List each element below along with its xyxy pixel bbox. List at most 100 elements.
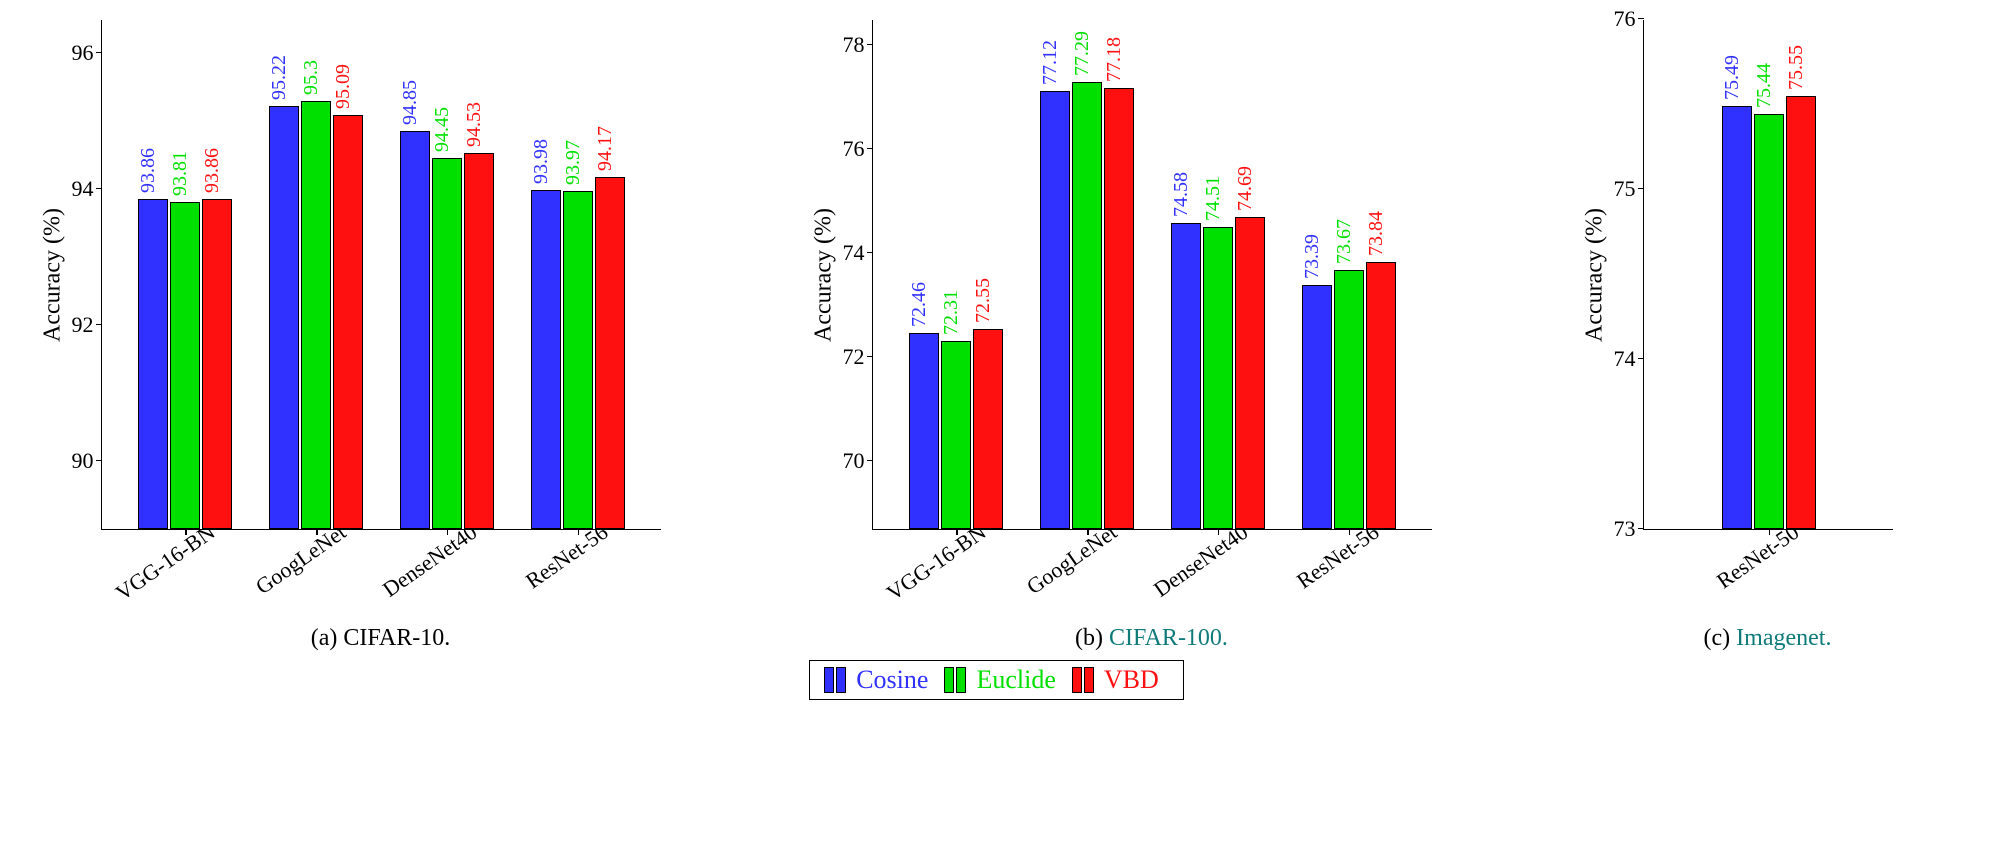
bar-value-label: 94.85 [399, 80, 422, 125]
y-tick-mark [96, 188, 102, 190]
x-tick-label: VGG-16-BN [878, 519, 991, 609]
bar-value-label: 94.45 [431, 107, 454, 152]
legend-swatch [1072, 667, 1082, 693]
y-tick-label: 76 [843, 136, 873, 162]
plot-area: 90929496VGG-16-BN93.8693.8193.86GoogLeNe… [101, 20, 661, 530]
y-tick-mark [867, 460, 873, 462]
bar-value-label: 74.51 [1202, 176, 1225, 221]
y-tick-mark [96, 460, 102, 462]
bar-value-label: 77.29 [1071, 31, 1094, 76]
bar-euclide [170, 202, 200, 529]
y-tick-label: 96 [72, 40, 102, 66]
y-axis-label: Accuracy (%) [810, 208, 837, 342]
legend-swatch [836, 667, 846, 693]
y-tick-label: 94 [72, 176, 102, 202]
bar-value-label: 77.18 [1103, 37, 1126, 82]
bar-euclide [1072, 82, 1102, 529]
bar-vbd [595, 177, 625, 529]
bar-value-label: 75.49 [1721, 55, 1744, 100]
bar-cosine [1171, 223, 1201, 529]
chart-box: Accuracy (%)90929496VGG-16-BN93.8693.819… [101, 20, 661, 530]
bar-cosine [1302, 285, 1332, 529]
legend-swatch-euclide [944, 667, 966, 693]
bar-euclide [432, 158, 462, 529]
legend: CosineEuclideVBD [809, 660, 1184, 700]
bar-cosine [909, 333, 939, 529]
bar-euclide [301, 101, 331, 529]
y-tick-mark [1638, 528, 1644, 530]
y-tick-mark [1638, 358, 1644, 360]
bar-cosine [531, 190, 561, 529]
x-tick-label: ResNet-56 [1270, 519, 1383, 609]
subcaption: (b) CIFAR-100. [1075, 625, 1228, 652]
y-tick-label: 75 [1614, 176, 1644, 202]
bar-euclide [563, 191, 593, 529]
bar-value-label: 93.86 [137, 148, 160, 193]
y-axis-label: Accuracy (%) [39, 208, 66, 342]
bar-value-label: 73.67 [1333, 219, 1356, 264]
bar-vbd [1235, 217, 1265, 529]
bar-value-label: 72.55 [972, 278, 995, 323]
bar-euclide [1203, 227, 1233, 529]
bar-vbd [1786, 96, 1816, 530]
bar-value-label: 94.53 [463, 102, 486, 147]
bar-cosine [1040, 91, 1070, 529]
legend-swatch-cosine [824, 667, 846, 693]
bar-value-label: 94.17 [594, 126, 617, 171]
bar-value-label: 95.22 [268, 55, 291, 100]
chart-box: Accuracy (%)7072747678VGG-16-BN72.4672.3… [872, 20, 1432, 530]
bar-vbd [1366, 262, 1396, 529]
subcaption-text: CIFAR-10. [343, 625, 450, 651]
legend-swatch [824, 667, 834, 693]
bar-cosine [269, 106, 299, 529]
bar-vbd [464, 153, 494, 529]
y-tick-mark [867, 148, 873, 150]
panel-cifar10: Accuracy (%)90929496VGG-16-BN93.8693.819… [101, 20, 661, 652]
subcaption: (a) CIFAR-10. [311, 625, 451, 652]
bar-euclide [941, 341, 971, 529]
legend-label-vbd: VBD [1104, 665, 1159, 695]
subcaption-prefix: (b) [1075, 625, 1109, 651]
y-tick-label: 92 [72, 312, 102, 338]
subcaption-prefix: (a) [311, 625, 344, 651]
subcaption-text: Imagenet. [1736, 625, 1831, 651]
subcaption-prefix: (c) [1704, 625, 1737, 651]
bar-value-label: 95.09 [332, 64, 355, 109]
bar-euclide [1754, 114, 1784, 529]
bar-value-label: 73.84 [1365, 211, 1388, 256]
x-tick-label: VGG-16-BN [107, 519, 220, 609]
x-tick-label: DenseNet40 [1140, 519, 1253, 609]
y-tick-label: 74 [1614, 346, 1644, 372]
bar-value-label: 72.31 [940, 290, 963, 335]
y-tick-label: 90 [72, 448, 102, 474]
bar-value-label: 72.46 [908, 282, 931, 327]
bar-value-label: 93.86 [201, 148, 224, 193]
plot-area: 7072747678VGG-16-BN72.4672.3172.55GoogLe… [872, 20, 1432, 530]
y-tick-mark [1638, 188, 1644, 190]
bar-value-label: 93.97 [562, 140, 585, 185]
y-axis-label: Accuracy (%) [1581, 208, 1608, 342]
legend-swatch [1084, 667, 1094, 693]
x-tick-label: GoogLeNet [1009, 519, 1122, 609]
bar-value-label: 93.98 [530, 139, 553, 184]
x-tick-label: ResNet-56 [499, 519, 612, 609]
x-tick-label: ResNet-50 [1690, 519, 1803, 609]
y-tick-label: 74 [843, 240, 873, 266]
bar-vbd [202, 199, 232, 529]
plot-area: 73747576ResNet-5075.4975.4475.55 [1643, 20, 1893, 530]
y-tick-label: 73 [1614, 516, 1644, 542]
subcaption: (c) Imagenet. [1704, 625, 1832, 652]
subcaption-text: CIFAR-100. [1109, 625, 1228, 651]
y-tick-mark [867, 44, 873, 46]
y-tick-mark [867, 252, 873, 254]
bar-value-label: 74.69 [1234, 166, 1257, 211]
bar-value-label: 75.44 [1753, 63, 1776, 108]
bar-value-label: 75.55 [1785, 45, 1808, 90]
legend-swatch-vbd [1072, 667, 1094, 693]
legend-swatch [956, 667, 966, 693]
legend-label-euclide: Euclide [976, 665, 1055, 695]
figure-row: Accuracy (%) 90929496VGG-16-BN93.8693.819… [10, 20, 1983, 652]
y-tick-mark [867, 356, 873, 358]
y-tick-mark [1638, 18, 1644, 20]
bar-vbd [973, 329, 1003, 529]
